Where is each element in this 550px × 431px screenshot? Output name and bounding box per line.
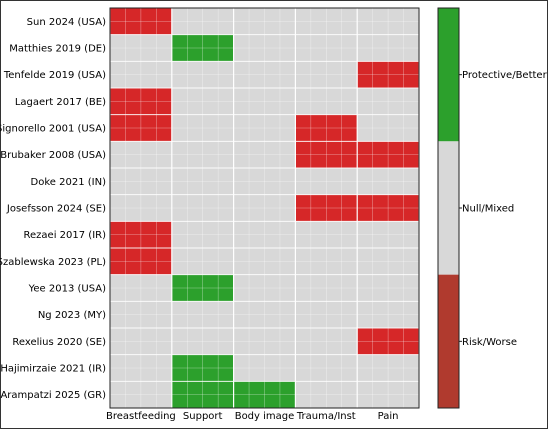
heatmap-border	[109, 7, 420, 409]
colorbar-segment	[438, 141, 459, 275]
row-label: Szablewska 2023 (PL)	[0, 257, 106, 268]
row-label: Hajimirzaie 2021 (IR)	[0, 364, 106, 375]
colorbar-label: Risk/Worse	[462, 337, 517, 348]
row-label: Doke 2021 (IN)	[31, 177, 107, 188]
row-label: Sun 2024 (USA)	[27, 17, 106, 28]
column-label: Body image	[235, 411, 295, 422]
colorbar-label: Null/Mixed	[462, 204, 514, 215]
row-labels: Sun 2024 (USA) Matthies 2019 (DE) Tenfelde…	[0, 17, 106, 401]
column-label: Support	[183, 411, 223, 422]
column-label: Breastfeeding	[106, 411, 176, 422]
row-label: Signorello 2001 (USA)	[0, 124, 106, 135]
colorbar-segment	[438, 274, 459, 408]
row-label: Matthies 2019 (DE)	[9, 44, 106, 55]
row-label: Tenfelde 2019 (USA)	[3, 70, 106, 81]
row-label: Ng 2023 (MY)	[38, 310, 106, 321]
row-label: Yee 2013 (USA)	[28, 284, 106, 295]
row-label: Rexelius 2020 (SE)	[12, 337, 106, 348]
row-label: Rezaei 2017 (IR)	[24, 230, 107, 241]
row-label: Josefsson 2024 (SE)	[6, 204, 106, 215]
column-label: Pain	[378, 411, 399, 422]
colorbar-label: Protective/Better	[462, 70, 548, 81]
column-label: Trauma/Inst	[296, 411, 356, 422]
row-label: Lagaert 2017 (BE)	[15, 97, 106, 108]
grid-lines	[109, 7, 420, 409]
column-labels: Breastfeeding Support Body image Trauma/Ins…	[106, 411, 399, 422]
row-label: Arampatzi 2025 (GR)	[0, 390, 106, 401]
colorbar-segment	[438, 8, 459, 142]
row-label: Brubaker 2008 (USA)	[0, 150, 106, 161]
colorbar: Protective/Better Null/Mixed Risk/Worse	[437, 7, 548, 409]
